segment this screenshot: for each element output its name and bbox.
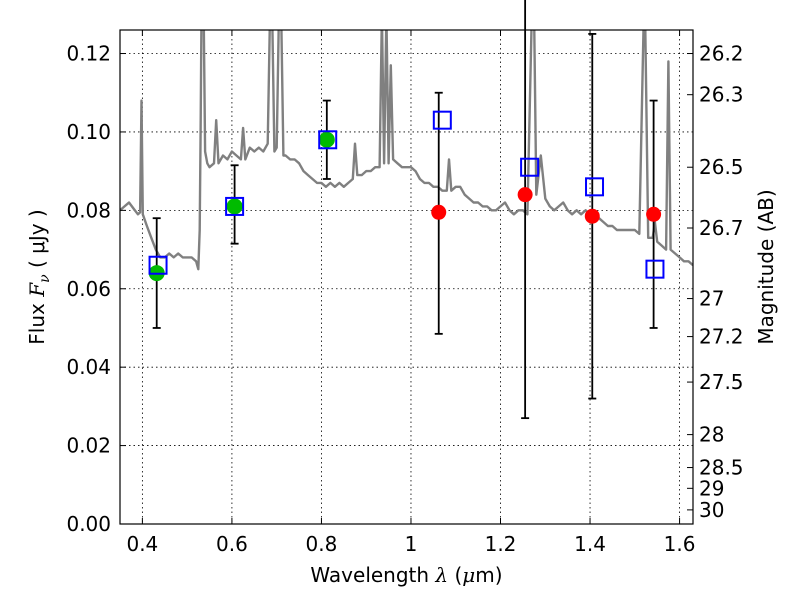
y-axis-label: Flux Fν ( μJy ) <box>25 209 53 344</box>
x-tick-label: 1.6 <box>664 532 696 556</box>
model-photometry-point <box>432 110 452 130</box>
x-axis-label-text: Wavelength <box>310 563 435 587</box>
mag-tick-label: 26.7 <box>699 216 744 240</box>
x-tick-label: 0.8 <box>306 532 338 556</box>
x-axis-label-lambda: λ <box>434 563 448 587</box>
error-bars <box>148 0 665 420</box>
y-tick-label: 0.10 <box>66 120 111 144</box>
y-tick-label: 0.06 <box>66 277 111 301</box>
x-axis-label-mu: μ <box>462 563 475 587</box>
nondetection-point <box>517 187 533 203</box>
mag-tick-label: 26.5 <box>699 155 744 179</box>
nondetection-point <box>584 208 600 224</box>
mag-tick-label: 29 <box>699 476 724 500</box>
mag-tick-label: 26.3 <box>699 83 744 107</box>
mag-tick-label: 27.2 <box>699 325 744 349</box>
x-tick-label: 1 <box>405 532 418 556</box>
y-axis-label-f: F <box>25 282 49 298</box>
y-axis-label-text: Flux <box>25 297 49 345</box>
axes-frame <box>119 29 694 525</box>
y-tick-label: 0.00 <box>66 512 111 536</box>
x-tick-label: 1.4 <box>574 532 606 556</box>
mag-tick-label: 27.5 <box>699 370 744 394</box>
x-axis-label-paren: ( <box>448 563 462 587</box>
model-photometry-point <box>520 157 540 177</box>
y-tick-label: 0.12 <box>66 42 111 66</box>
detection-point <box>318 131 335 148</box>
mag-tick-label: 27 <box>699 287 724 311</box>
model-photometry-point <box>148 255 168 275</box>
nondetection-point <box>431 204 447 220</box>
model-photometry-point <box>225 196 245 216</box>
model-photometry-point <box>645 259 665 279</box>
x-tick-label: 1.2 <box>485 532 517 556</box>
mag-tick-label: 30 <box>699 498 724 522</box>
model-photometry-point <box>585 177 605 197</box>
y-tick-label: 0.04 <box>66 355 111 379</box>
axis-ticks: 0.4 0.6 0.8 1 1.2 1.4 1.6 0.00 0.02 0.04 0.06 0.08 0… <box>66 30 744 556</box>
y-axis-label-nu: ν <box>37 274 53 283</box>
nondetection-point <box>646 206 662 222</box>
model-photometry-point <box>318 130 338 150</box>
x-tick-label: 0.4 <box>126 532 158 556</box>
mag-tick-label: 28 <box>699 423 724 447</box>
y-tick-label: 0.02 <box>66 434 111 458</box>
x-tick-label: 0.6 <box>216 532 248 556</box>
mag-tick-label: 26.2 <box>699 42 744 66</box>
y-axis-label-unit: ( μJy ) <box>25 209 49 274</box>
mag-tick-label: 28.5 <box>699 456 744 480</box>
y2-axis-label: Magnitude (AB) <box>754 189 778 344</box>
x-axis-label: Wavelength λ (μm) <box>310 563 502 587</box>
y-tick-label: 0.08 <box>66 198 111 222</box>
x-axis-label-unit: m) <box>475 563 502 587</box>
detection-point <box>226 198 243 215</box>
